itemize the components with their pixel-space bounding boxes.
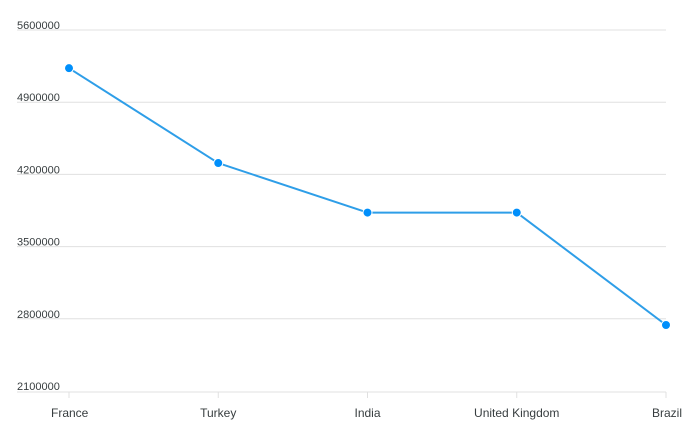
y-tick-label: 4900000: [17, 92, 60, 104]
y-tick-label: 5600000: [17, 20, 60, 32]
x-axis: France Turkey India United Kingdom Brazil: [17, 391, 682, 420]
data-markers: [64, 63, 671, 330]
x-tick-label: United Kingdom: [474, 406, 559, 420]
y-tick-label: 4200000: [17, 164, 60, 176]
series-line-path: [68, 67, 667, 326]
x-tick-label: France: [51, 406, 89, 420]
data-point[interactable]: [64, 63, 74, 74]
data-point[interactable]: [362, 207, 373, 218]
x-tick-label: India: [354, 406, 380, 420]
series-line: [68, 67, 667, 326]
x-tick-label: Turkey: [200, 406, 236, 420]
data-point[interactable]: [661, 319, 671, 330]
y-tick-label: 2100000: [17, 381, 60, 393]
gridlines: [17, 29, 666, 320]
data-point[interactable]: [511, 207, 522, 218]
data-point[interactable]: [213, 158, 224, 169]
x-tick-label: Brazil: [652, 406, 682, 420]
y-axis-tick-labels: 2100000 2800000 3500000 4200000 4900000 56000…: [17, 20, 60, 393]
y-tick-label: 2800000: [17, 309, 60, 321]
y-tick-label: 3500000: [17, 237, 60, 249]
